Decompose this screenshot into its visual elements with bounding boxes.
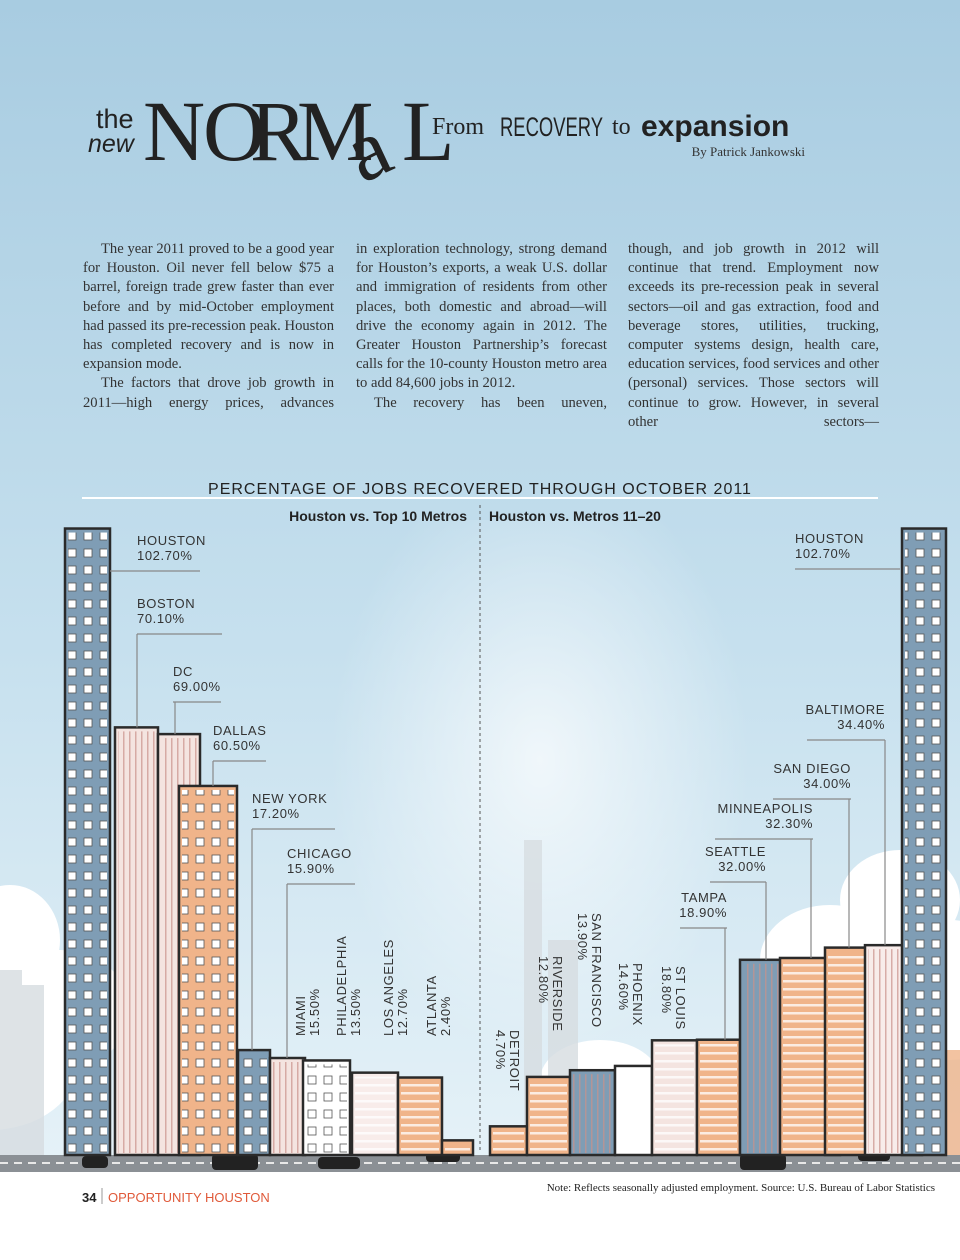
masthead-letter: N [143, 83, 205, 179]
bar-category-label: BALTIMORE [805, 702, 885, 717]
masthead-new: new [88, 130, 136, 158]
bar-value-label: 14.60% [616, 963, 631, 1011]
bar-value-label: 69.00% [173, 679, 221, 694]
bar-category-label: ATLANTA [424, 975, 439, 1036]
publication: OPPORTUNITY HOUSTON [108, 1190, 270, 1205]
chart-title: PERCENTAGE OF JOBS RECOVERED THROUGH OCT… [208, 481, 752, 498]
bar-category-label: DALLAS [213, 723, 266, 738]
chart-subtitle: Houston vs. Top 10 Metros [289, 508, 467, 524]
tagline-recovery: RECOVERY [500, 112, 603, 142]
masthead-letter: L [402, 83, 455, 179]
tagline-from: From [432, 114, 484, 140]
building-facade [445, 1144, 470, 1153]
bar-value-label: 12.80% [536, 956, 551, 1004]
source-note: Note: Reflects seasonally adjusted emplo… [547, 1182, 935, 1194]
bar-value-label: 34.40% [837, 717, 885, 732]
bar-category-label: BOSTON [137, 596, 195, 611]
page-number: 34 [82, 1190, 97, 1205]
bar-category-label: LOS ANGELES [381, 939, 396, 1036]
bar-value-label: 17.20% [252, 806, 300, 821]
building-facade [655, 1044, 694, 1153]
bar-value-label: 15.50% [307, 988, 322, 1036]
building-facade [355, 1076, 395, 1153]
bar-value-label: 4.70% [493, 1030, 508, 1070]
building-facade [493, 1130, 524, 1153]
bar-value-label: 15.90% [287, 861, 335, 876]
building-facade [743, 963, 779, 1153]
bar-category-label: HOUSTON [795, 531, 864, 546]
building-facade [306, 1064, 347, 1153]
bar-value-label: 32.30% [765, 816, 813, 831]
masthead-letter: R [250, 83, 308, 179]
masthead-the: the [96, 104, 134, 134]
building-facade [828, 951, 865, 1153]
building-facade [273, 1062, 302, 1153]
bar-category-label: DETROIT [507, 1030, 522, 1091]
bar-value-label: 102.70% [137, 548, 193, 563]
paragraph: The recovery has been uneven, [374, 394, 607, 411]
bar-category-label: NEW YORK [252, 791, 327, 806]
paragraph: in exploration technology, strong demand… [356, 241, 607, 392]
byline: By Patrick Jankowski [692, 144, 806, 159]
bar-category-label: PHOENIX [630, 963, 645, 1026]
building-facade [241, 1054, 267, 1153]
bar-value-label: 13.90% [575, 913, 590, 961]
bar-value-label: 18.90% [679, 905, 727, 920]
chart-subtitle: Houston vs. Metros 11–20 [489, 508, 661, 524]
building-facade [401, 1081, 439, 1153]
bar-category-label: DC [173, 664, 193, 679]
bar-value-label: 12.70% [395, 988, 410, 1036]
bar-category-label: SEATTLE [705, 844, 766, 859]
bar-value-label: 18.80% [659, 966, 674, 1014]
building-facade [905, 532, 943, 1153]
paragraph: The year 2011 proved to be a good year f… [83, 241, 334, 373]
bar-value-label: 32.00% [718, 859, 766, 874]
bar-value-label: 34.00% [803, 776, 851, 791]
bar-value-label: 102.70% [795, 546, 851, 561]
bar-category-label: HOUSTON [137, 533, 206, 548]
bar-value-label: 13.50% [348, 988, 363, 1036]
building-facade [530, 1080, 567, 1153]
building-facade [68, 532, 107, 1153]
building-facade [573, 1074, 612, 1153]
bar-category-label: SAN FRANCISCO [589, 913, 604, 1028]
text-column: though, and job growth in 2012 will cont… [628, 240, 879, 432]
bar-category-label: MIAMI [293, 995, 308, 1036]
bar-value-label: 60.50% [213, 738, 261, 753]
building-facade [182, 789, 234, 1153]
bar-category-label: CHICAGO [287, 846, 352, 861]
text-column: The year 2011 proved to be a good year f… [83, 240, 334, 413]
masthead-letter: O [203, 83, 265, 179]
text-column: in exploration technology, strong demand… [356, 240, 607, 413]
bar-category-label: MINNEAPOLIS [718, 801, 813, 816]
bar-category-label: PHILADELPHIA [334, 936, 349, 1036]
bar-category-label: SAN DIEGO [773, 761, 851, 776]
paragraph: though, and job growth in 2012 will cont… [628, 241, 879, 430]
tagline-expansion: expansion [641, 110, 789, 143]
bar-category-label: RIVERSIDE [550, 956, 565, 1031]
bar-value-label: 70.10% [137, 611, 185, 626]
bar-category-label: TAMPA [681, 890, 727, 905]
building-facade [618, 1069, 649, 1153]
paragraph: The factors that drove job growth in 201… [83, 375, 334, 411]
building-facade [700, 1043, 737, 1153]
building-facade [118, 731, 155, 1153]
tagline-to: to [612, 114, 631, 140]
bar-category-label: ST LOUIS [673, 966, 688, 1030]
bar-value-label: 2.40% [438, 996, 453, 1036]
masthead-letter: M [297, 83, 373, 179]
